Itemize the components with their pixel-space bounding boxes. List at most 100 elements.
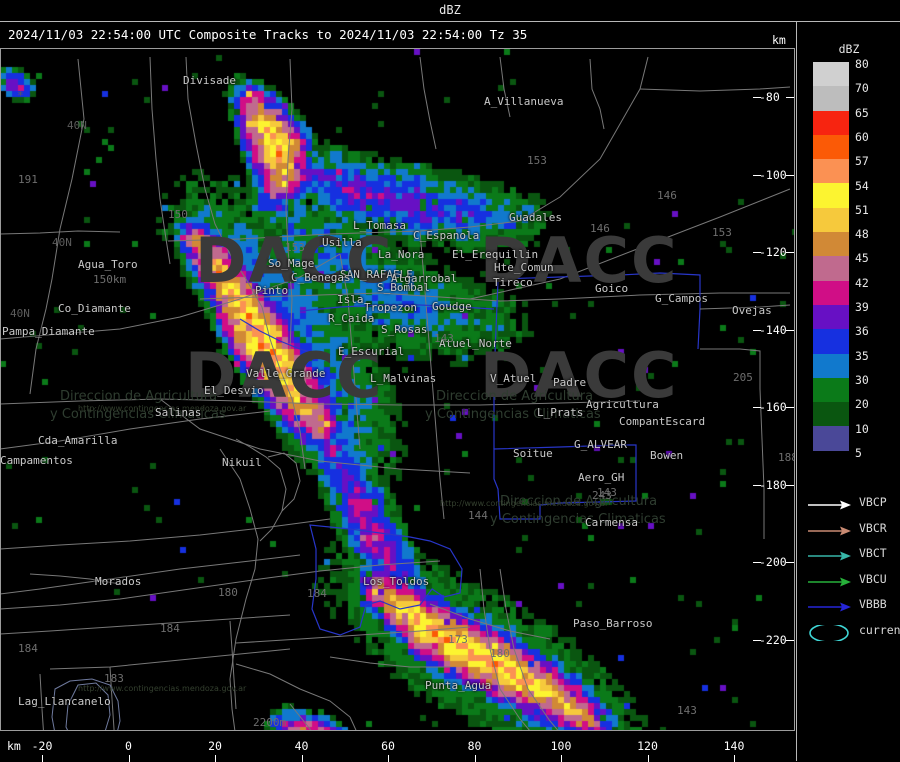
colorbar-segment-10[interactable]: [813, 426, 849, 451]
colorbar-segment-30[interactable]: [813, 377, 849, 403]
road-143-low2: [499, 568, 560, 731]
x-tick-mark: [388, 755, 389, 762]
colorbar-tick-48: 48: [855, 227, 869, 242]
vector-legend-label: VBCR: [859, 520, 887, 535]
map-place-label: Algarrobal: [391, 272, 458, 285]
map-place-label: S_Rosas: [381, 323, 428, 336]
colorbar-tick-35: 35: [855, 348, 869, 363]
map-place-label: So_Mage: [268, 257, 315, 270]
road-west: [0, 230, 121, 235]
map-place-label: Guadales: [509, 211, 562, 224]
road-number-label: 153: [285, 241, 305, 254]
watermark-dacc-text: DACC: [195, 224, 394, 297]
map-place-label: Agua_Toro: [78, 258, 138, 271]
map-place-label: A_Villanueva: [484, 95, 564, 108]
colorbar-segment-51[interactable]: [813, 207, 849, 233]
y-tick-label: -100: [759, 167, 787, 182]
colorbar-segment-57[interactable]: [813, 159, 849, 184]
radar-map-panel[interactable]: DACC DACC DACC DACC Direccion de Agricultura…: [0, 48, 795, 731]
road-diag2: [0, 410, 271, 450]
boundary-line: [185, 56, 247, 280]
road-number-label: 205: [733, 371, 753, 384]
road-number-label: 146: [590, 222, 610, 235]
map-place-label: G_Campos: [655, 292, 708, 305]
colorbar-tick-54: 54: [855, 178, 869, 193]
colorbar-title: dBZ: [838, 42, 860, 56]
y-tick-label: -180: [759, 477, 787, 492]
map-place-label: G_ALVEAR: [574, 438, 627, 451]
y-tick-label: -220: [759, 632, 787, 647]
blue-boundary3: [299, 304, 495, 312]
colorbar-segment-42[interactable]: [813, 280, 849, 305]
map-place-label: Aero_GH: [578, 471, 625, 484]
colorbar-segment-20[interactable]: [813, 402, 849, 427]
road-upper3: [499, 56, 511, 118]
road-number-label: 184: [18, 642, 38, 655]
reflectivity-echo-layer: [0, 49, 795, 731]
river-atuel: [219, 448, 259, 680]
y-tick-mark: [753, 639, 761, 641]
map-place-label: Lag_Llancanelo: [18, 695, 111, 708]
map-place-label: Isla: [337, 293, 364, 306]
colorbar-segment-80[interactable]: [813, 62, 849, 87]
colorbar-tick-39: 39: [855, 300, 869, 314]
y-tick-label: -140: [759, 322, 787, 337]
map-vector-layer: [0, 56, 791, 731]
colorbar-segment-48[interactable]: [813, 232, 849, 257]
dbz-colorbar[interactable]: [813, 62, 849, 451]
colorbar-segment-36[interactable]: [813, 329, 849, 354]
x-axis-unit-label: km: [7, 739, 21, 753]
window-title: dBZ: [0, 0, 900, 22]
colorbar-tick-60: 60: [855, 129, 869, 144]
road-horizontal: [199, 292, 790, 302]
road-lower-h: [429, 603, 551, 640]
axis-bottom-border: [0, 730, 795, 731]
map-place-label: Ovejas: [732, 304, 772, 317]
colorbar-segment-70[interactable]: [813, 86, 849, 111]
road-number-label: 180: [218, 586, 238, 599]
boundary-left: [39, 673, 44, 731]
road-180-v: [229, 620, 237, 710]
watermark-url: http://www.contingencias.mendoza.gov.ar: [78, 404, 247, 413]
map-place-label: Salinas: [155, 406, 202, 419]
y-tick-mark-right: [786, 174, 794, 176]
road-184-h: [235, 626, 471, 644]
watermark-dacc-text: DACC: [185, 339, 384, 412]
x-tick-mark: [647, 755, 649, 762]
x-tick-label: 60: [381, 739, 395, 753]
colorbar-segment-35[interactable]: [813, 353, 849, 378]
map-place-label: S_Bombal: [377, 281, 430, 294]
road-number-label: 143: [677, 704, 697, 717]
y-tick-mark-right: [786, 639, 794, 641]
road-diag3: [235, 663, 351, 718]
road-number-label: 150: [168, 208, 188, 221]
road-ns3: [419, 230, 445, 520]
axis-right-border: [794, 48, 795, 731]
colorbar-segment-45[interactable]: [813, 256, 849, 281]
y-tick-mark: [753, 562, 761, 563]
map-place-label: La_Nora: [378, 248, 425, 261]
colorbar-segment-65[interactable]: [813, 110, 849, 135]
road-pa: [289, 703, 312, 731]
map-place-label: Pampa_Diamante: [2, 325, 95, 338]
y-axis-unit-label: km: [772, 33, 786, 47]
colorbar-tick-30: 30: [855, 372, 869, 387]
arrow-icon: [808, 577, 851, 586]
y-tick-mark: [753, 174, 761, 176]
boundary-left2: [109, 666, 115, 731]
y-tick-label: -200: [759, 555, 787, 569]
map-place-label: Bowen: [650, 449, 684, 462]
map-place-label: Los_Toldos: [363, 575, 430, 588]
colorbar-segment-60[interactable]: [813, 134, 849, 160]
x-tick-mark: [561, 755, 562, 762]
blue-boundary2: [493, 280, 499, 449]
vector-legend-label: VBCP: [859, 495, 887, 509]
road-upper: [419, 56, 437, 150]
colorbar-segment-39[interactable]: [813, 304, 849, 330]
road-diag: [159, 398, 471, 474]
road-150: [149, 56, 171, 265]
map-place-label: Campamentos: [0, 454, 73, 467]
colorbar-segment-54[interactable]: [813, 183, 849, 208]
map-place-label: SAN_RAFAELE: [340, 268, 413, 281]
road-number-label: 183: [104, 672, 124, 685]
